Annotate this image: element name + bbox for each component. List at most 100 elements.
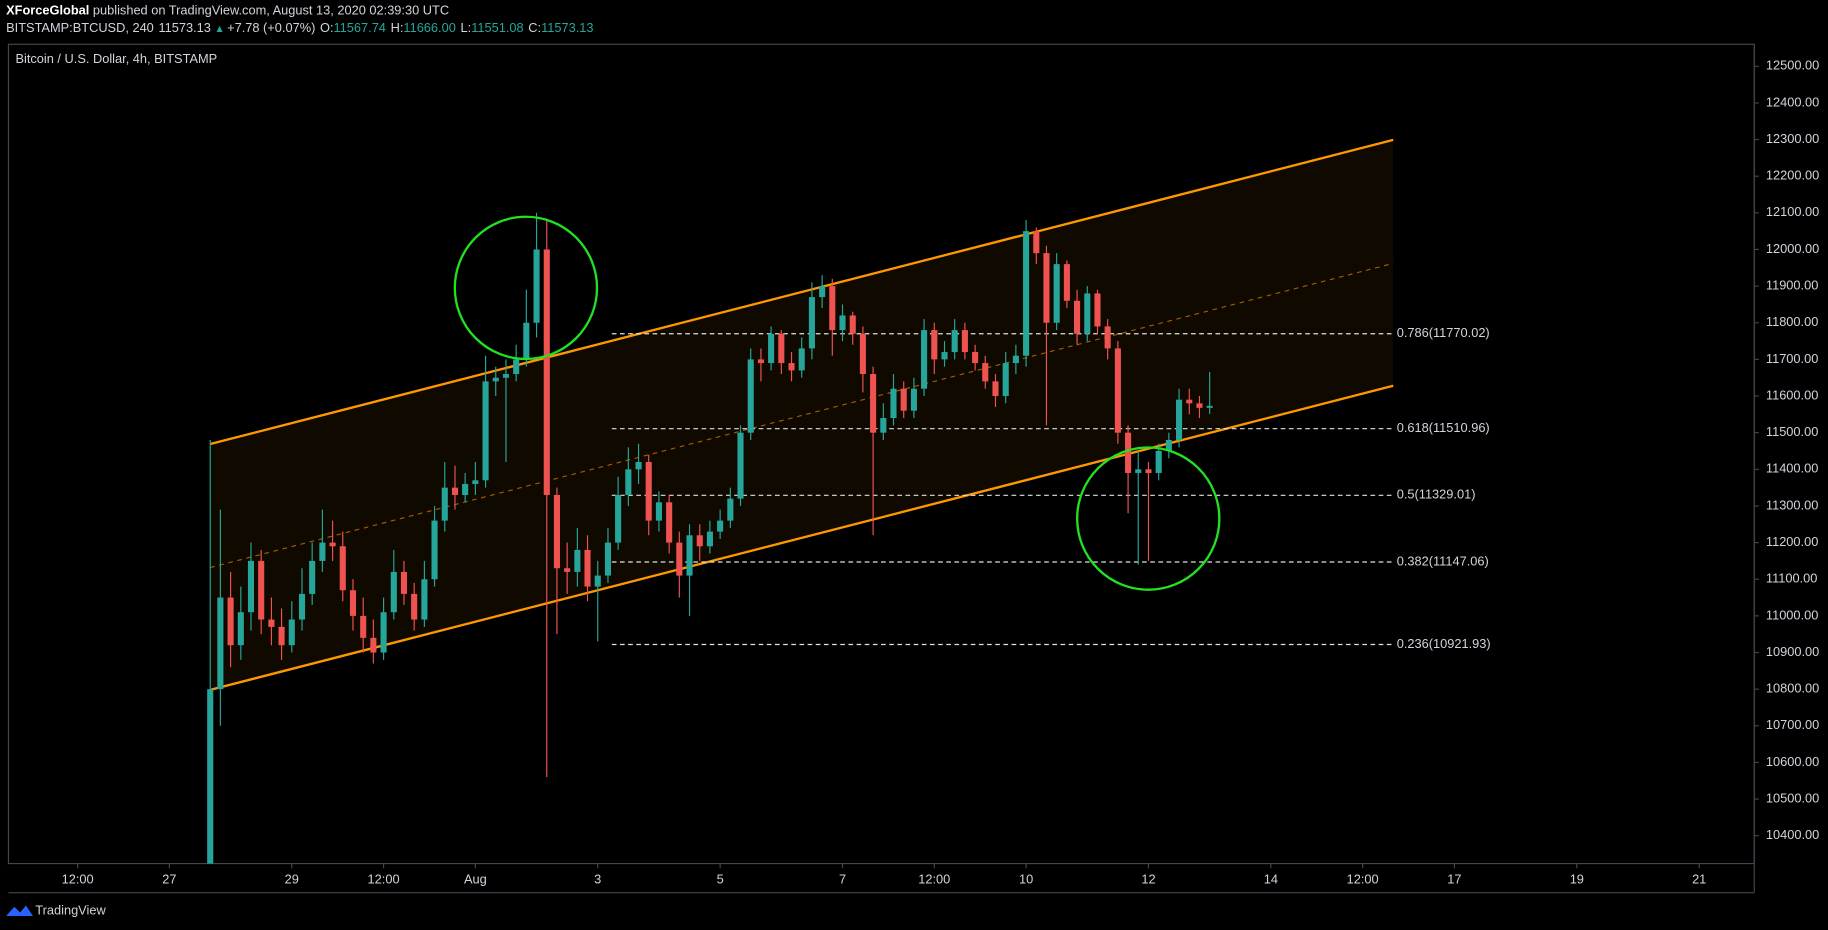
candle-body: [1125, 432, 1132, 473]
y-tick-label: 10400.00: [1766, 827, 1819, 842]
candle-body: [1104, 326, 1111, 349]
arrow: ▲: [214, 24, 224, 35]
candle-body: [278, 626, 285, 646]
last: 11573.13: [158, 21, 210, 36]
candle-body: [666, 502, 673, 543]
candle-body: [686, 535, 693, 576]
highlight-circle: [1075, 446, 1221, 591]
x-tick-label: 21: [1692, 871, 1706, 886]
candle-body: [757, 359, 764, 364]
candle-body: [778, 333, 785, 364]
x-tick-label: 12:00: [62, 871, 94, 886]
x-tick-label: Aug: [464, 871, 487, 886]
y-tick-label: 11700.00: [1766, 351, 1818, 366]
candle-body: [574, 549, 581, 572]
o-value: 11567.74: [334, 21, 386, 36]
candle-body: [706, 531, 713, 547]
y-tick-label: 12100.00: [1766, 204, 1819, 219]
overlay: 0.786(11770.02) 0.618(11510.96) 0.5(11329.…: [1397, 325, 1491, 651]
candle-body: [819, 286, 826, 298]
author: XForceGlobal: [6, 3, 89, 18]
candle-body: [951, 330, 958, 353]
candle-body: [482, 381, 489, 481]
candle-body: [717, 520, 724, 532]
candle-body: [441, 487, 448, 521]
candle-body: [972, 352, 979, 364]
candle-body: [768, 333, 775, 364]
channel-lower: [209, 384, 1394, 692]
candle-body: [431, 520, 438, 580]
candle-body: [1155, 450, 1162, 473]
x-tick-label: 12: [1141, 871, 1155, 886]
candle-body: [1186, 399, 1193, 404]
highlight-circle: [453, 215, 599, 361]
candle-body: [217, 597, 224, 690]
x-tick-label: 7: [839, 871, 846, 886]
l-label: L:: [461, 21, 472, 36]
candle-body: [502, 374, 510, 378]
y-tick-label: 11500.00: [1766, 424, 1818, 439]
candle-body: [1084, 293, 1091, 334]
o-label: O:: [320, 21, 334, 36]
candle-body: [615, 494, 622, 543]
candle-body: [737, 432, 744, 499]
y-tick-label: 11300.00: [1766, 497, 1818, 512]
y-tick-label: 11200.00: [1766, 534, 1818, 549]
candle-body: [1135, 469, 1142, 473]
candle-body: [1023, 231, 1030, 356]
h-value: 11666.00: [403, 21, 455, 36]
candle-body: [696, 535, 703, 547]
logo-mark: [6, 905, 33, 917]
l-value: 11551.08: [471, 21, 523, 36]
candle-body: [523, 322, 530, 360]
candle-body: [451, 487, 459, 495]
candle-body: [1053, 264, 1060, 323]
candle-body: [604, 542, 612, 576]
candle-body: [859, 333, 866, 375]
channel-middle: [210, 262, 1394, 569]
change: +7.78 (+0.07%): [227, 21, 315, 36]
candle-body: [870, 374, 877, 433]
candle-body: [227, 597, 234, 646]
y-tick-label: 11800.00: [1766, 314, 1818, 329]
candle-body: [268, 619, 275, 627]
candle-body: [645, 461, 652, 521]
candle-body: [1063, 264, 1070, 301]
candle-body: [339, 546, 346, 591]
fib-label: 0.236(10921.93): [1397, 636, 1491, 651]
candle-body: [360, 615, 367, 638]
candle-body: [829, 286, 836, 331]
y-tick-label: 12300.00: [1766, 131, 1819, 146]
candle-body: [390, 571, 397, 613]
candle-body: [543, 249, 550, 495]
candle-body: [513, 359, 520, 375]
candle-body: [788, 363, 795, 371]
candle-body: [411, 593, 418, 620]
candle-body: [1012, 355, 1019, 364]
candle-body: [370, 637, 377, 653]
candle-body: [890, 388, 897, 419]
symbol-line: BITSTAMP:BTCUSD, 240 11573.13 ▲ +7.78 (+0.0…: [6, 21, 593, 36]
fib-label: 0.382(11147.06): [1397, 553, 1489, 568]
x-tick-label: 12:00: [918, 871, 950, 886]
candle-body: [472, 480, 479, 484]
candle-body: [553, 494, 560, 569]
candle-body: [1094, 293, 1101, 327]
x-tick-label: 12:00: [368, 871, 400, 886]
candle-body: [584, 549, 591, 587]
candle-body: [1043, 253, 1050, 323]
fib-label: 0.5(11329.01): [1397, 487, 1476, 502]
published: published on TradingView.com, August 13,…: [89, 3, 449, 18]
fib-label: 0.618(11510.96): [1397, 420, 1490, 435]
candle-body: [798, 348, 805, 371]
h-label: H:: [391, 21, 404, 36]
candle-body: [492, 377, 499, 382]
candle-body: [1002, 363, 1009, 397]
c-label: C:: [528, 21, 541, 36]
candle-body: [288, 619, 295, 646]
candle-body: [380, 612, 387, 653]
symbol: BITSTAMP:BTCUSD, 240: [6, 21, 154, 36]
candle-body: [1114, 348, 1121, 433]
